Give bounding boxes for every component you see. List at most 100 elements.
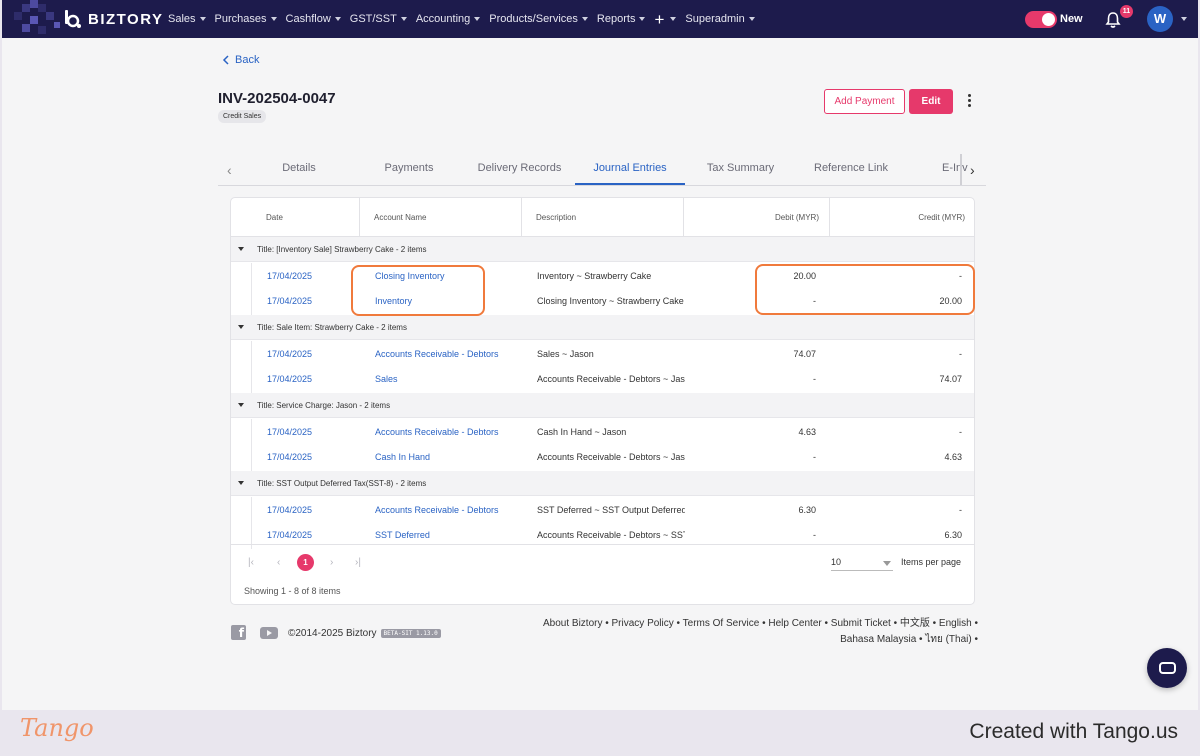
new-ui-toggle[interactable] (1025, 11, 1057, 28)
column-header-credit[interactable]: Credit (MYR) (918, 213, 965, 222)
account-name-link[interactable]: Closing Inventory (375, 271, 445, 281)
tab-scroll-right-icon[interactable]: › (970, 162, 975, 178)
group-rows: 17/04/2025 Accounts Receivable - Debtors C… (251, 419, 974, 471)
notification-bell-icon[interactable] (1104, 11, 1122, 29)
nav-item-purchases[interactable]: Purchases (215, 13, 277, 25)
version-badge: BETA-SIT 1.13.0 (380, 629, 441, 638)
tango-logo: Tango (20, 714, 94, 742)
debit-amount: 74.07 (793, 349, 816, 359)
entry-date[interactable]: 17/04/2025 (267, 505, 313, 515)
nav-item-products-services[interactable]: Products/Services (489, 13, 588, 25)
first-page-icon[interactable]: |‹ (248, 557, 254, 568)
tab-payments[interactable]: Payments (384, 162, 434, 174)
chevron-down-icon (748, 17, 755, 21)
group-rows: 17/04/2025 Closing Inventory Inventory ~ S… (251, 263, 974, 315)
tab-tax-summary[interactable]: Tax Summary (706, 162, 775, 174)
entry-date[interactable]: 17/04/2025 (267, 271, 313, 281)
live-chat-button[interactable] (1147, 648, 1187, 688)
brand-logo[interactable]: BIZTORY (64, 8, 164, 30)
more-options-icon[interactable] (968, 94, 972, 108)
edit-button[interactable]: Edit (909, 89, 953, 114)
youtube-icon[interactable] (260, 627, 278, 639)
copyright-text: ©2014-2025 Biztory (288, 628, 377, 639)
entry-date[interactable]: 17/04/2025 (267, 530, 313, 540)
account-name-link[interactable]: Sales (375, 374, 398, 384)
debit-amount: - (813, 530, 816, 540)
collapse-caret-icon[interactable] (238, 481, 244, 485)
column-header-date[interactable]: Date (266, 213, 283, 222)
items-per-page-select[interactable]: 10 (831, 557, 893, 571)
nav-item-label: Purchases (214, 13, 267, 25)
add-payment-button[interactable]: Add Payment (824, 89, 905, 114)
entry-date[interactable]: 17/04/2025 (267, 349, 313, 359)
nav-item-label: Accounting (415, 13, 471, 25)
nav-item-superadmin[interactable]: Superadmin (685, 13, 755, 25)
chevron-down-icon (199, 17, 206, 21)
entry-date[interactable]: 17/04/2025 (267, 296, 313, 306)
user-avatar[interactable]: W (1147, 6, 1173, 32)
account-name-link[interactable]: Inventory (375, 296, 413, 306)
last-page-icon[interactable]: ›| (355, 557, 361, 568)
items-per-page-value: 10 (831, 557, 842, 567)
footer-links-line-1[interactable]: About Biztory • Privacy Policy • Terms O… (542, 618, 978, 629)
column-divider (683, 198, 684, 237)
tab-reference-link[interactable]: Reference Link (814, 162, 888, 174)
new-ui-toggle-label: New (1060, 13, 1083, 25)
entry-description: Accounts Receivable - Debtors ~ Jason (537, 374, 685, 384)
group-title: Title: Service Charge: Jason - 2 items (257, 401, 391, 410)
invoice-type-chip: Credit Sales (218, 110, 267, 123)
entry-date[interactable]: 17/04/2025 (267, 427, 313, 437)
column-header-account-name[interactable]: Account Name (374, 213, 427, 222)
column-header-debit[interactable]: Debit (MYR) (774, 213, 819, 222)
tab-delivery-records[interactable]: Delivery Records (477, 162, 562, 174)
group-header-row[interactable]: Title: SST Output Deferred Tax(SST-8) - … (231, 471, 974, 496)
brand-name: BIZTORY (88, 10, 164, 28)
nav-item-add[interactable]: + (654, 11, 677, 28)
column-header-description[interactable]: Description (536, 213, 577, 222)
account-name-link[interactable]: Accounts Receivable - Debtors (375, 505, 499, 515)
tab-scroll-left-icon[interactable]: ‹ (227, 162, 232, 178)
table-row: 17/04/2025 Sales Accounts Receivable - Deb… (252, 367, 974, 392)
table-row: 17/04/2025 Accounts Receivable - Debtors C… (252, 420, 974, 445)
nav-item-reports[interactable]: Reports (597, 13, 646, 25)
footer-links[interactable]: About Biztory • Privacy Policy • Terms O… (542, 616, 978, 648)
group-title: Title: [Inventory Sale] Strawberry Cake … (257, 245, 427, 254)
group-header-row[interactable]: Title: Service Charge: Jason - 2 items (231, 393, 974, 418)
account-name-link[interactable]: Accounts Receivable - Debtors (375, 427, 499, 437)
current-page-button[interactable]: 1 (297, 554, 314, 571)
back-link[interactable]: Back (222, 54, 259, 66)
account-name-link[interactable]: SST Deferred (375, 530, 430, 540)
nav-item-label: Sales (168, 13, 196, 25)
debit-amount: - (813, 374, 816, 384)
previous-page-icon[interactable]: ‹ (277, 557, 281, 568)
nav-item-sales[interactable]: Sales (168, 13, 206, 25)
entry-description: Accounts Receivable - Debtors ~ SST (537, 530, 685, 540)
collapse-caret-icon[interactable] (238, 403, 244, 407)
credit-amount: 4.63 (944, 452, 962, 462)
chevron-down-icon (639, 17, 646, 21)
collapse-caret-icon[interactable] (238, 247, 244, 251)
entry-date[interactable]: 17/04/2025 (267, 374, 313, 384)
tab-details[interactable]: Details (282, 162, 316, 174)
column-divider (521, 198, 522, 237)
tab-e-inv[interactable]: E-Inv (942, 162, 968, 174)
highlight-account-names (351, 265, 485, 316)
facebook-icon[interactable]: f (231, 625, 246, 640)
showing-items-text: Showing 1 - 8 of 8 items (244, 586, 341, 596)
account-name-link[interactable]: Accounts Receivable - Debtors (375, 349, 499, 359)
nav-item-gst-sst[interactable]: GST/SST (350, 13, 407, 25)
copyright: ©2014-2025 Biztory BETA-SIT 1.13.0 (288, 628, 441, 639)
tab-journal-entries[interactable]: Journal Entries (575, 154, 685, 185)
group-header-row[interactable]: Title: Sale Item: Strawberry Cake - 2 it… (231, 315, 974, 340)
credit-amount: - (959, 505, 962, 515)
group-header-row[interactable]: Title: [Inventory Sale] Strawberry Cake … (231, 237, 974, 262)
account-name-link[interactable]: Cash In Hand (375, 452, 431, 462)
collapse-caret-icon[interactable] (238, 325, 244, 329)
chevron-down-icon[interactable] (1181, 17, 1187, 21)
entry-date[interactable]: 17/04/2025 (267, 452, 313, 462)
footer-links-line-2[interactable]: Bahasa Malaysia • ไทย (Thai) • (840, 634, 978, 645)
nav-item-cashflow[interactable]: Cashflow (286, 13, 341, 25)
nav-item-accounting[interactable]: Accounting (415, 13, 481, 25)
table-row: 17/04/2025 SST Deferred Accounts Receivabl… (252, 523, 974, 548)
next-page-icon[interactable]: › (330, 557, 334, 568)
